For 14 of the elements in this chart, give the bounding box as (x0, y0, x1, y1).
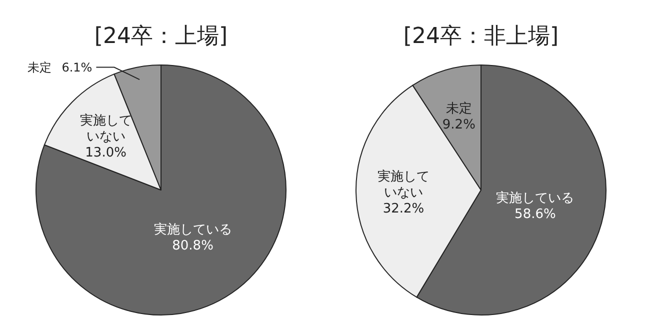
slice-label: 実施していない (80, 112, 132, 145)
data-label: 6.1% (62, 60, 92, 74)
slice-label: 実施している (496, 190, 574, 206)
slice-label: 未定 (28, 60, 52, 74)
chart-title: [24卒：非上場] (403, 24, 559, 49)
data-label: 80.8% (172, 238, 214, 254)
data-label: 13.0% (85, 146, 126, 161)
data-label: 58.6% (514, 207, 556, 222)
data-label: 9.2% (442, 118, 476, 133)
slice-label: 実施している (154, 221, 232, 238)
data-label: 32.2% (382, 201, 424, 216)
slice-label: 未定 (446, 102, 472, 117)
slice-label: 実施していない (378, 168, 430, 200)
chart-title: [24卒：上場] (94, 24, 228, 49)
